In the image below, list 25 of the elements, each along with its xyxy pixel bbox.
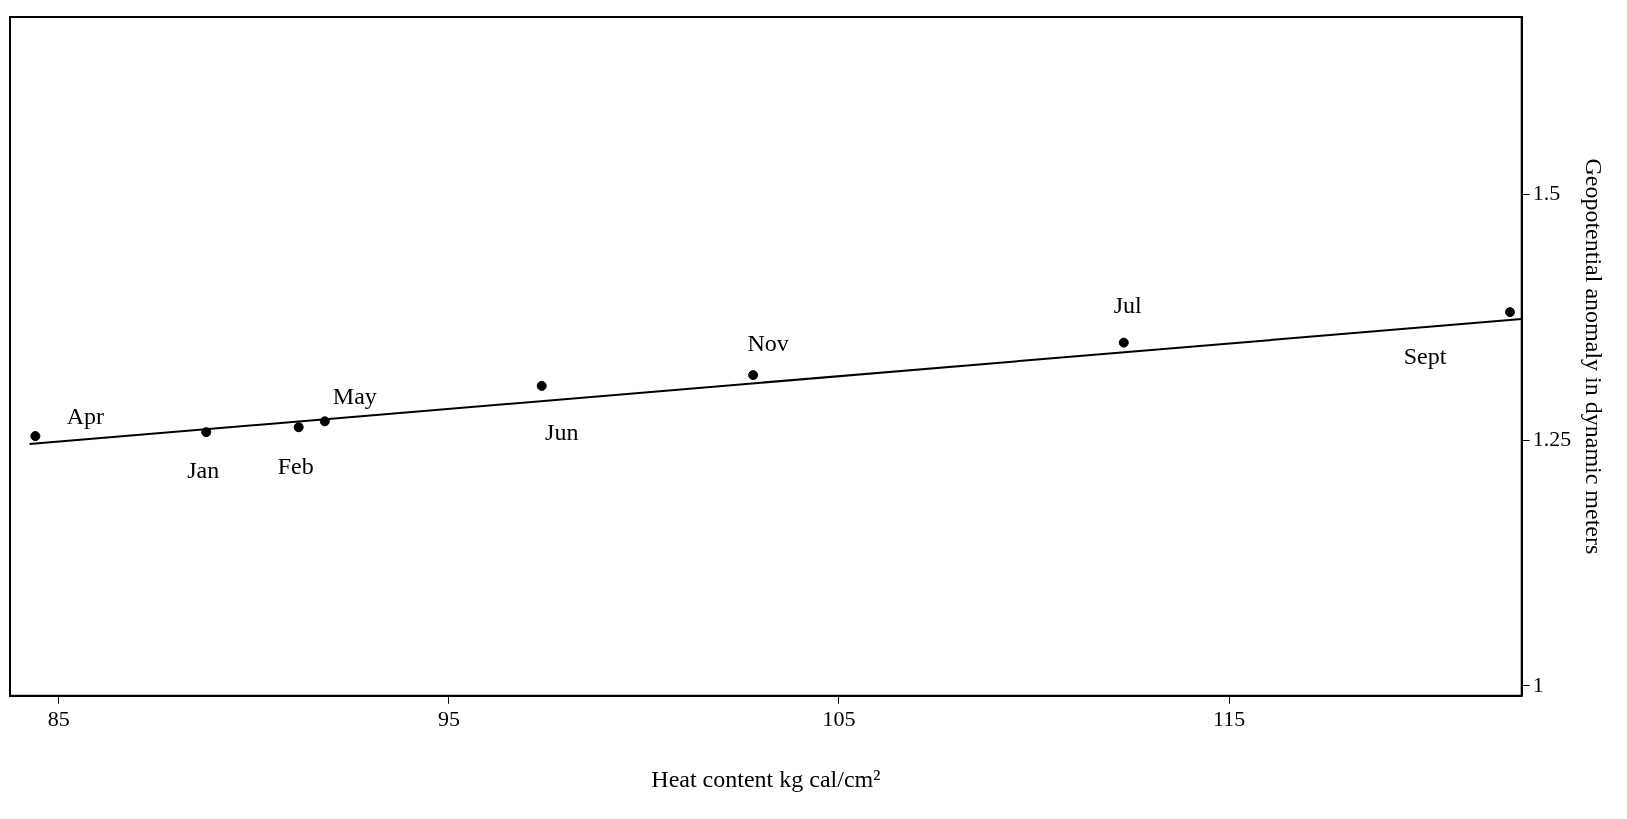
annotation: Jun <box>545 419 579 446</box>
x-tick-label: 115 <box>1213 705 1246 731</box>
point <box>293 422 304 433</box>
annotation: Apr <box>66 403 105 430</box>
x-tick-label: 95 <box>437 705 460 731</box>
y-tick-label: 1 <box>1532 671 1544 697</box>
x-tick-label: 85 <box>47 705 70 731</box>
annotation: Sept <box>1403 343 1447 370</box>
point <box>201 427 212 438</box>
x-tick-label: 105 <box>822 705 856 731</box>
y-axis-title: Geopotential anomaly in dynamic meters <box>1581 158 1608 555</box>
annotation: Jul <box>1113 291 1143 318</box>
point <box>1118 337 1129 348</box>
annotation: Jan <box>187 457 220 484</box>
point <box>30 431 41 442</box>
x-axis-title: Heat content kg cal/cm² <box>651 765 881 792</box>
annotation: May <box>332 382 377 409</box>
point <box>1505 307 1515 318</box>
y-tick-label: 1.25 <box>1532 425 1572 451</box>
annotation: Nov <box>747 330 789 357</box>
annotation: Feb <box>277 452 314 479</box>
point <box>536 380 547 391</box>
point <box>748 370 759 381</box>
y-tick-label: 1.5 <box>1532 179 1561 205</box>
point <box>319 416 330 427</box>
